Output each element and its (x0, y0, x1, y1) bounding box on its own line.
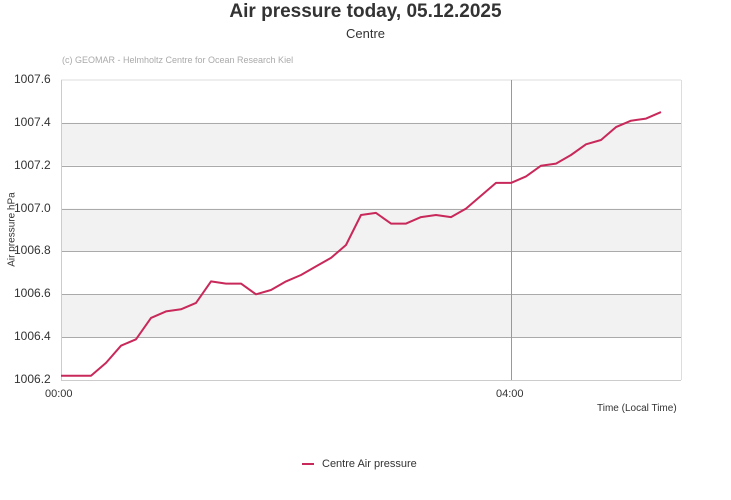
y-axis-label: Air pressure hPa (6, 192, 18, 267)
y-tick-label: 1006.2 (14, 372, 51, 386)
series-line-centre-air-pressure[interactable] (61, 111, 662, 377)
x-axis-label: Time (Local Time) (597, 403, 677, 414)
y-tick-label: 1006.4 (14, 329, 51, 344)
legend-label: Centre Air pressure (322, 458, 417, 470)
grid-lines (61, 123, 681, 338)
y-tick-label: 1006.8 (14, 243, 51, 258)
legend-swatch (302, 463, 314, 465)
y-tick-label: 1007.4 (14, 114, 51, 129)
x-tick-0400: 04:00 (496, 388, 524, 400)
y-tick-label: 1007.0 (14, 200, 51, 215)
chart-subtitle: Centre (345, 26, 386, 41)
chart-title: Air pressure today, 05.12.2025 (229, 1, 502, 22)
chart-credit: (c) GEOMAR - Helmholtz Centre for Ocean … (62, 55, 294, 65)
y-tick-label: 1007.6 (14, 72, 51, 86)
y-tick-label: 1006.6 (14, 286, 51, 301)
legend-item-centre-air-pressure[interactable]: Centre Air pressure (302, 458, 417, 470)
plot-bands (61, 122, 681, 338)
y-tick-label: 1007.2 (14, 157, 51, 172)
x-tick-0000: 00:00 (45, 388, 73, 400)
